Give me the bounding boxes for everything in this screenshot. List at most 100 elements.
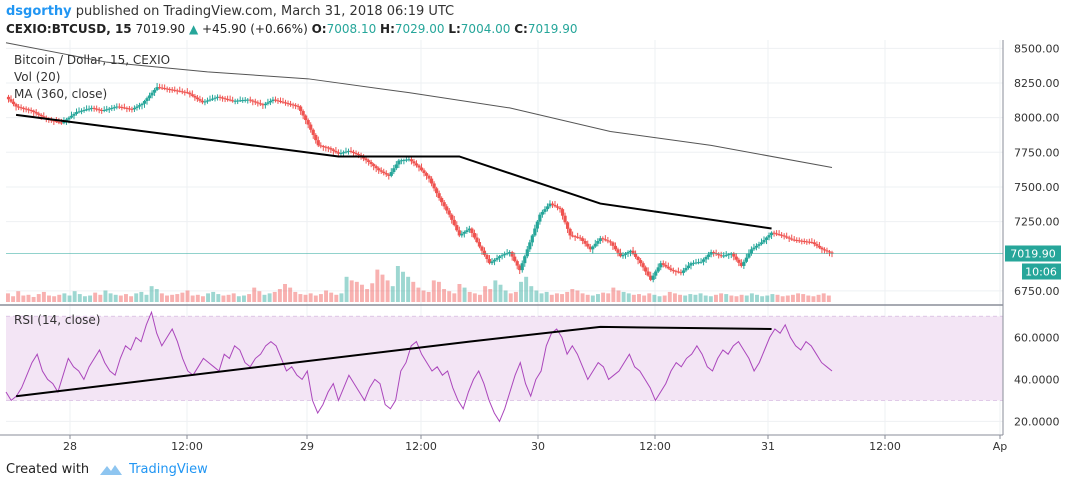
- candle-body: [193, 95, 197, 98]
- candle-body: [331, 149, 335, 151]
- candle-body: [414, 163, 419, 166]
- candle-body: [377, 168, 381, 171]
- volume-bar: [457, 284, 462, 302]
- candle-body: [97, 109, 101, 111]
- candle-body: [490, 261, 494, 264]
- candle-body: [243, 99, 247, 101]
- volume-bar: [816, 294, 821, 302]
- ohlc-line: CEXIO:BTCUSD, 15 7019.90 ▲ +45.90 (+0.66…: [6, 22, 577, 36]
- candle-body: [747, 253, 751, 258]
- candle-body: [130, 108, 134, 110]
- candle-body: [173, 89, 177, 91]
- volume-bar: [662, 295, 667, 302]
- volume-bar: [175, 294, 180, 302]
- volume-bar: [26, 294, 31, 302]
- volume-bar: [82, 296, 87, 302]
- candle-body: [203, 101, 207, 103]
- volume-bar: [821, 293, 826, 302]
- author-name[interactable]: dsgorthy: [6, 4, 72, 19]
- candle-body: [155, 87, 159, 90]
- candle-body: [140, 103, 144, 106]
- chart-area[interactable]: 8500.00 8250.00 8000.00 7750.00 7500.00 7250.…: [0, 40, 1074, 455]
- candle-body: [528, 242, 532, 250]
- candle-body: [487, 259, 492, 264]
- candle-body: [248, 99, 252, 101]
- candle-body: [59, 122, 64, 124]
- volume-bar: [436, 281, 441, 302]
- candle-body: [387, 174, 391, 176]
- candle-body: [684, 268, 688, 271]
- volume-bar: [519, 281, 523, 302]
- volume-bar: [580, 293, 585, 302]
- candle-body: [822, 249, 827, 251]
- candle-body: [210, 98, 215, 100]
- volume-bar: [549, 294, 554, 302]
- volume-bar: [103, 290, 108, 302]
- candle-body: [649, 275, 653, 280]
- candle-body: [447, 210, 451, 215]
- candle-body: [417, 165, 421, 168]
- candle-body: [286, 103, 290, 105]
- candle-body: [34, 112, 38, 114]
- candle-body: [120, 107, 124, 109]
- candle-body: [513, 256, 517, 262]
- candle-body: [626, 252, 630, 254]
- volume-bar: [67, 295, 72, 302]
- candle-body: [185, 92, 189, 94]
- candle-body: [127, 108, 131, 110]
- x-tick-label: Ap: [993, 440, 1008, 453]
- candle-body: [27, 109, 31, 111]
- volume-bar: [313, 295, 318, 302]
- candle-body: [764, 237, 769, 240]
- candle-body: [664, 264, 668, 267]
- volume-bar: [36, 294, 41, 302]
- candle-body: [636, 256, 640, 261]
- candle-body: [571, 235, 575, 237]
- candle-body: [480, 246, 484, 251]
- candle-body: [301, 111, 305, 116]
- close-value: 7019.90: [527, 22, 578, 36]
- candle-body: [52, 120, 56, 122]
- volume-bar: [652, 294, 657, 302]
- volume-bar: [714, 294, 718, 302]
- candle-body: [24, 108, 28, 110]
- candle-body: [782, 235, 786, 237]
- candle-body: [752, 247, 756, 250]
- tradingview-link[interactable]: TradingView: [129, 462, 208, 477]
- candle-body: [820, 247, 824, 250]
- candle-body: [37, 113, 41, 115]
- volume-bar: [390, 286, 395, 302]
- candle-body: [256, 102, 260, 104]
- candle-body: [470, 228, 474, 234]
- volume-bar: [493, 280, 498, 302]
- candle-body: [518, 265, 522, 271]
- candle-body: [311, 129, 315, 135]
- volume-bar: [626, 293, 631, 302]
- volume-bar: [478, 294, 482, 302]
- candle-body: [810, 242, 814, 244]
- candle-body: [742, 261, 746, 266]
- volume-bar: [739, 294, 744, 302]
- candle-body: [455, 225, 459, 231]
- candle-body: [82, 110, 86, 112]
- candle-body: [508, 252, 512, 254]
- candle-body: [523, 256, 527, 264]
- candle-body: [603, 239, 607, 241]
- volume-bar: [283, 284, 287, 302]
- candle-body: [651, 275, 655, 280]
- candle-body: [316, 140, 320, 146]
- candle-body: [618, 252, 623, 257]
- price-tick-label: 8000.00: [1014, 112, 1060, 125]
- volume-bar: [570, 289, 575, 302]
- candle-body: [294, 105, 298, 107]
- candle-body: [241, 100, 245, 102]
- candle-body: [132, 107, 137, 110]
- candle-body: [500, 255, 504, 257]
- candle-body: [795, 239, 799, 241]
- candle-body: [445, 206, 449, 211]
- candle-body: [737, 259, 741, 263]
- volume-bar: [200, 296, 205, 302]
- candle-body: [639, 260, 643, 264]
- volume-bar: [190, 295, 195, 302]
- candle-body: [654, 271, 658, 276]
